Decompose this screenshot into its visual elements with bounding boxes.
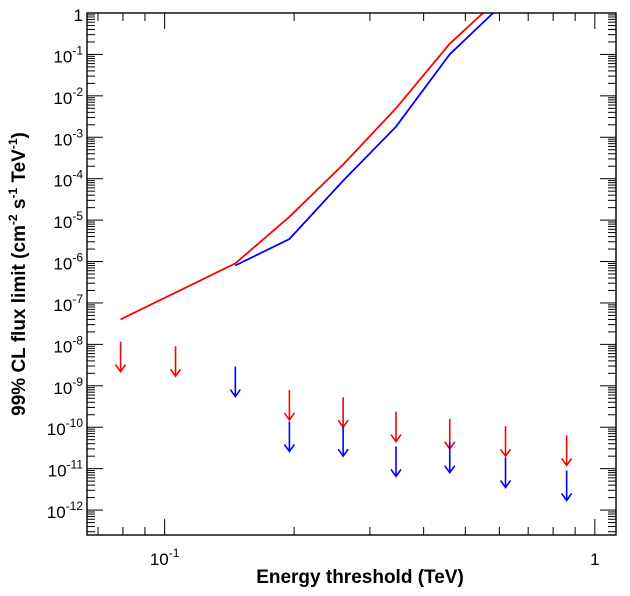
plot-frame (86, 12, 617, 536)
y-tick-label: 10-7 (53, 292, 83, 315)
y-axis-title-exp-2: -1 (6, 188, 20, 199)
y-tick-label: 1 (74, 6, 83, 25)
series-1-upper-limit-arrow (283, 421, 296, 453)
series-1-upper-limit-arrow (337, 426, 349, 458)
arrow-head (114, 364, 127, 373)
arrow-head (229, 389, 241, 398)
x-axis-title: Energy threshold (TeV) (256, 567, 464, 588)
series-0-line (120, 13, 484, 321)
y-tick-label: 10-10 (47, 416, 84, 439)
arrow-head (283, 443, 296, 453)
arrow-head (283, 412, 296, 422)
series-0-upper-limit-arrow (283, 389, 296, 422)
series-0-upper-limit-arrow (337, 397, 349, 429)
y-axis-title-prefix: 99% CL flux limit (cm (9, 225, 30, 416)
arrow-head (390, 434, 402, 443)
y-tick-label: 10-6 (53, 251, 83, 274)
plot-marks-layer (114, 13, 573, 502)
y-tick-label: 10-5 (53, 209, 83, 232)
arrow-head (499, 448, 512, 458)
y-tick-label: 10-3 (53, 126, 83, 149)
arrow-head (499, 480, 512, 489)
arrow-head (560, 457, 573, 467)
arrow-head (337, 448, 349, 458)
x-tick-label: 1 (590, 550, 599, 569)
series-0-upper-limit-arrow (560, 435, 573, 467)
y-axis-title-suffix: ) (9, 132, 30, 138)
y-tick-label: 10-4 (53, 168, 83, 191)
y-tick-label: 10-8 (53, 333, 83, 356)
y-axis-title-exp-1: -2 (6, 214, 20, 225)
series-1-upper-limit-arrow (444, 442, 456, 475)
arrow-head (444, 465, 456, 475)
y-tick-label: 10-2 (53, 85, 83, 108)
series-0-upper-limit-arrow (114, 341, 127, 373)
y-axis-title-mid-2: TeV (9, 149, 30, 188)
series-1-upper-limit-arrow (560, 470, 573, 502)
axis-ticks-layer (87, 12, 616, 535)
tick-labels-layer: 1 10-1 10-2 10-3 10-4 10-5 10-6 10-7 10-8 10-9 10-… (47, 6, 600, 569)
arrow-head (390, 468, 402, 478)
y-tick-label: 10-1 (53, 43, 83, 66)
y-tick-label: 10-9 (53, 375, 83, 398)
series-0-upper-limit-arrow (390, 411, 402, 443)
series-1-upper-limit-arrow (390, 446, 402, 478)
series-1-line (234, 13, 494, 267)
arrow-head (169, 368, 182, 378)
y-axis-title-exp-3: -1 (6, 138, 20, 149)
y-tick-label: 10-12 (47, 499, 84, 522)
arrow-head (560, 493, 573, 502)
series-1-upper-limit-arrow (499, 457, 512, 489)
y-axis-title-mid-1: s (9, 199, 30, 215)
series-1-upper-limit-arrow (229, 366, 241, 398)
y-axis-title: 99% CL flux limit (cm-2 s-1 TeV-1) (6, 132, 30, 416)
series-0-upper-limit-arrow (169, 346, 182, 378)
x-tick-label: 10-1 (150, 546, 180, 569)
y-tick-label: 10-11 (48, 458, 84, 481)
series-0-upper-limit-arrow (499, 426, 512, 458)
